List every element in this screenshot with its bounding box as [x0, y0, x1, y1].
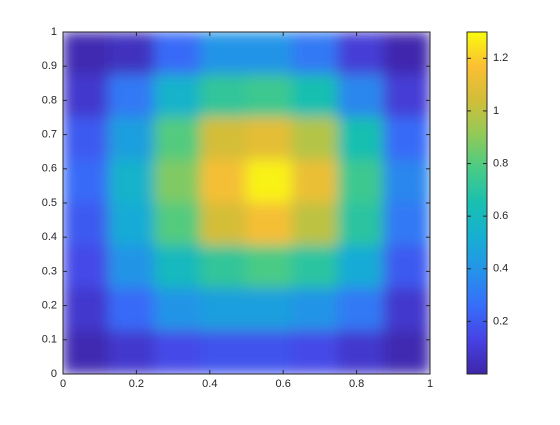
- y-tick-label: 0.9: [42, 60, 57, 72]
- y-tick-label: 0.8: [42, 94, 57, 106]
- heatmap-cell: [291, 32, 339, 76]
- y-tick-label: 0: [51, 368, 57, 380]
- heatmap-cells: [63, 32, 430, 374]
- colorbar: 0.2 0.4 0.6 0.8 1 1.2: [466, 31, 508, 375]
- heatmap-cell: [200, 288, 247, 332]
- heatmap-cell: [200, 202, 247, 247]
- heatmap-cell: [337, 288, 385, 332]
- heatmap-cell: [108, 202, 156, 247]
- heatmap-cell: [337, 202, 385, 247]
- x-tick-label: 0.8: [349, 378, 364, 390]
- heatmap-cell: [200, 245, 247, 289]
- colorbar-ticks: 0.2 0.4 0.6 0.8 1 1.2: [467, 52, 508, 327]
- heatmap-cell: [200, 117, 247, 161]
- heatmap-cell: [63, 32, 110, 76]
- heatmap-cell: [337, 245, 385, 289]
- colorbar-tick-label: 0.6: [493, 210, 508, 222]
- heatmap-cell: [200, 32, 247, 76]
- y-tick-label: 0.1: [42, 334, 57, 346]
- y-axis: 0 0.1 0.2 0.3 0.4 0.5 0.6 0.7 0.8 0.9 1: [42, 26, 430, 380]
- heatmap-cell: [291, 202, 339, 247]
- heatmap-cell: [337, 330, 385, 374]
- heatmap-cell: [108, 117, 156, 161]
- heatmap-cell: [246, 159, 293, 204]
- heatmap-cell: [337, 74, 385, 118]
- heatmap-cell: [291, 245, 339, 289]
- heatmap-cell: [108, 74, 156, 118]
- y-tick-label: 0.5: [42, 197, 57, 209]
- heatmap-cell: [246, 288, 293, 332]
- x-tick-label: 0.6: [276, 378, 291, 390]
- heatmap-cell: [291, 117, 339, 161]
- heatmap-cell: [200, 74, 247, 118]
- heatmap-cell: [246, 32, 293, 76]
- heatmap-cell: [154, 74, 202, 118]
- heatmap-cell: [383, 159, 430, 204]
- heatmap-cell: [63, 245, 110, 289]
- heatmap-cell: [246, 117, 293, 161]
- heatmap-cell: [63, 159, 110, 204]
- heatmap-cell: [246, 245, 293, 289]
- x-tick-label: 0.4: [202, 378, 217, 390]
- heatmap-cell: [337, 117, 385, 161]
- heatmap-cell: [63, 202, 110, 247]
- x-tick-label: 0: [60, 378, 66, 390]
- heatmap-cell: [383, 32, 430, 76]
- heatmap-cell: [246, 74, 293, 118]
- heatmap-cell: [383, 245, 430, 289]
- heatmap-cell: [383, 117, 430, 161]
- heatmap-cell: [246, 202, 293, 247]
- heatmap-cell: [383, 330, 430, 374]
- x-tick-label: 0.2: [129, 378, 144, 390]
- colorbar-gradient: [467, 32, 487, 374]
- heatmap-cell: [383, 288, 430, 332]
- x-tick-label: 1: [427, 378, 433, 390]
- heatmap-cell: [200, 330, 247, 374]
- y-tick-label: 0.7: [42, 129, 57, 141]
- heatmap-cell: [200, 159, 247, 204]
- heatmap-cell: [108, 32, 156, 76]
- heatmap-cell: [154, 202, 202, 247]
- heatmap-cell: [246, 330, 293, 374]
- heatmap-cell: [291, 330, 339, 374]
- heatmap-cell: [383, 202, 430, 247]
- heatmap-cell: [154, 32, 202, 76]
- y-tick-label: 0.4: [42, 231, 57, 243]
- heatmap-cell: [63, 117, 110, 161]
- heatmap-cell: [108, 330, 156, 374]
- y-tick-label: 0.6: [42, 163, 57, 175]
- heatmap-cell: [108, 288, 156, 332]
- y-tick-label: 1: [51, 26, 57, 38]
- heatmap-cell: [291, 288, 339, 332]
- heatmap-cell: [154, 330, 202, 374]
- heatmap-cell: [383, 74, 430, 118]
- heatmap-cell: [108, 245, 156, 289]
- heatmap-cell: [154, 159, 202, 204]
- heatmap-cell: [154, 245, 202, 289]
- x-axis: 0 0.2 0.4 0.6 0.8 1: [60, 32, 433, 390]
- heatmap-cell: [63, 330, 110, 374]
- heatmap-cell: [63, 288, 110, 332]
- heatmap-cell: [337, 159, 385, 204]
- y-tick-label: 0.3: [42, 265, 57, 277]
- y-tick-label: 0.2: [42, 300, 57, 312]
- heatmap-cell: [63, 74, 110, 118]
- heatmap-cell: [337, 32, 385, 76]
- heatmap-cell: [154, 288, 202, 332]
- colorbar-frame: [466, 31, 488, 375]
- colorbar-tick-label: 1.2: [493, 52, 508, 64]
- heatmap-cell: [154, 117, 202, 161]
- heatmap-cell: [108, 159, 156, 204]
- heatmap-cell: [291, 74, 339, 118]
- heatmap-cell: [291, 159, 339, 204]
- colorbar-tick-label: 1: [493, 105, 499, 117]
- colorbar-tick-label: 0.4: [493, 263, 508, 275]
- colorbar-tick-label: 0.8: [493, 157, 508, 169]
- colorbar-tick-label: 0.2: [493, 315, 508, 327]
